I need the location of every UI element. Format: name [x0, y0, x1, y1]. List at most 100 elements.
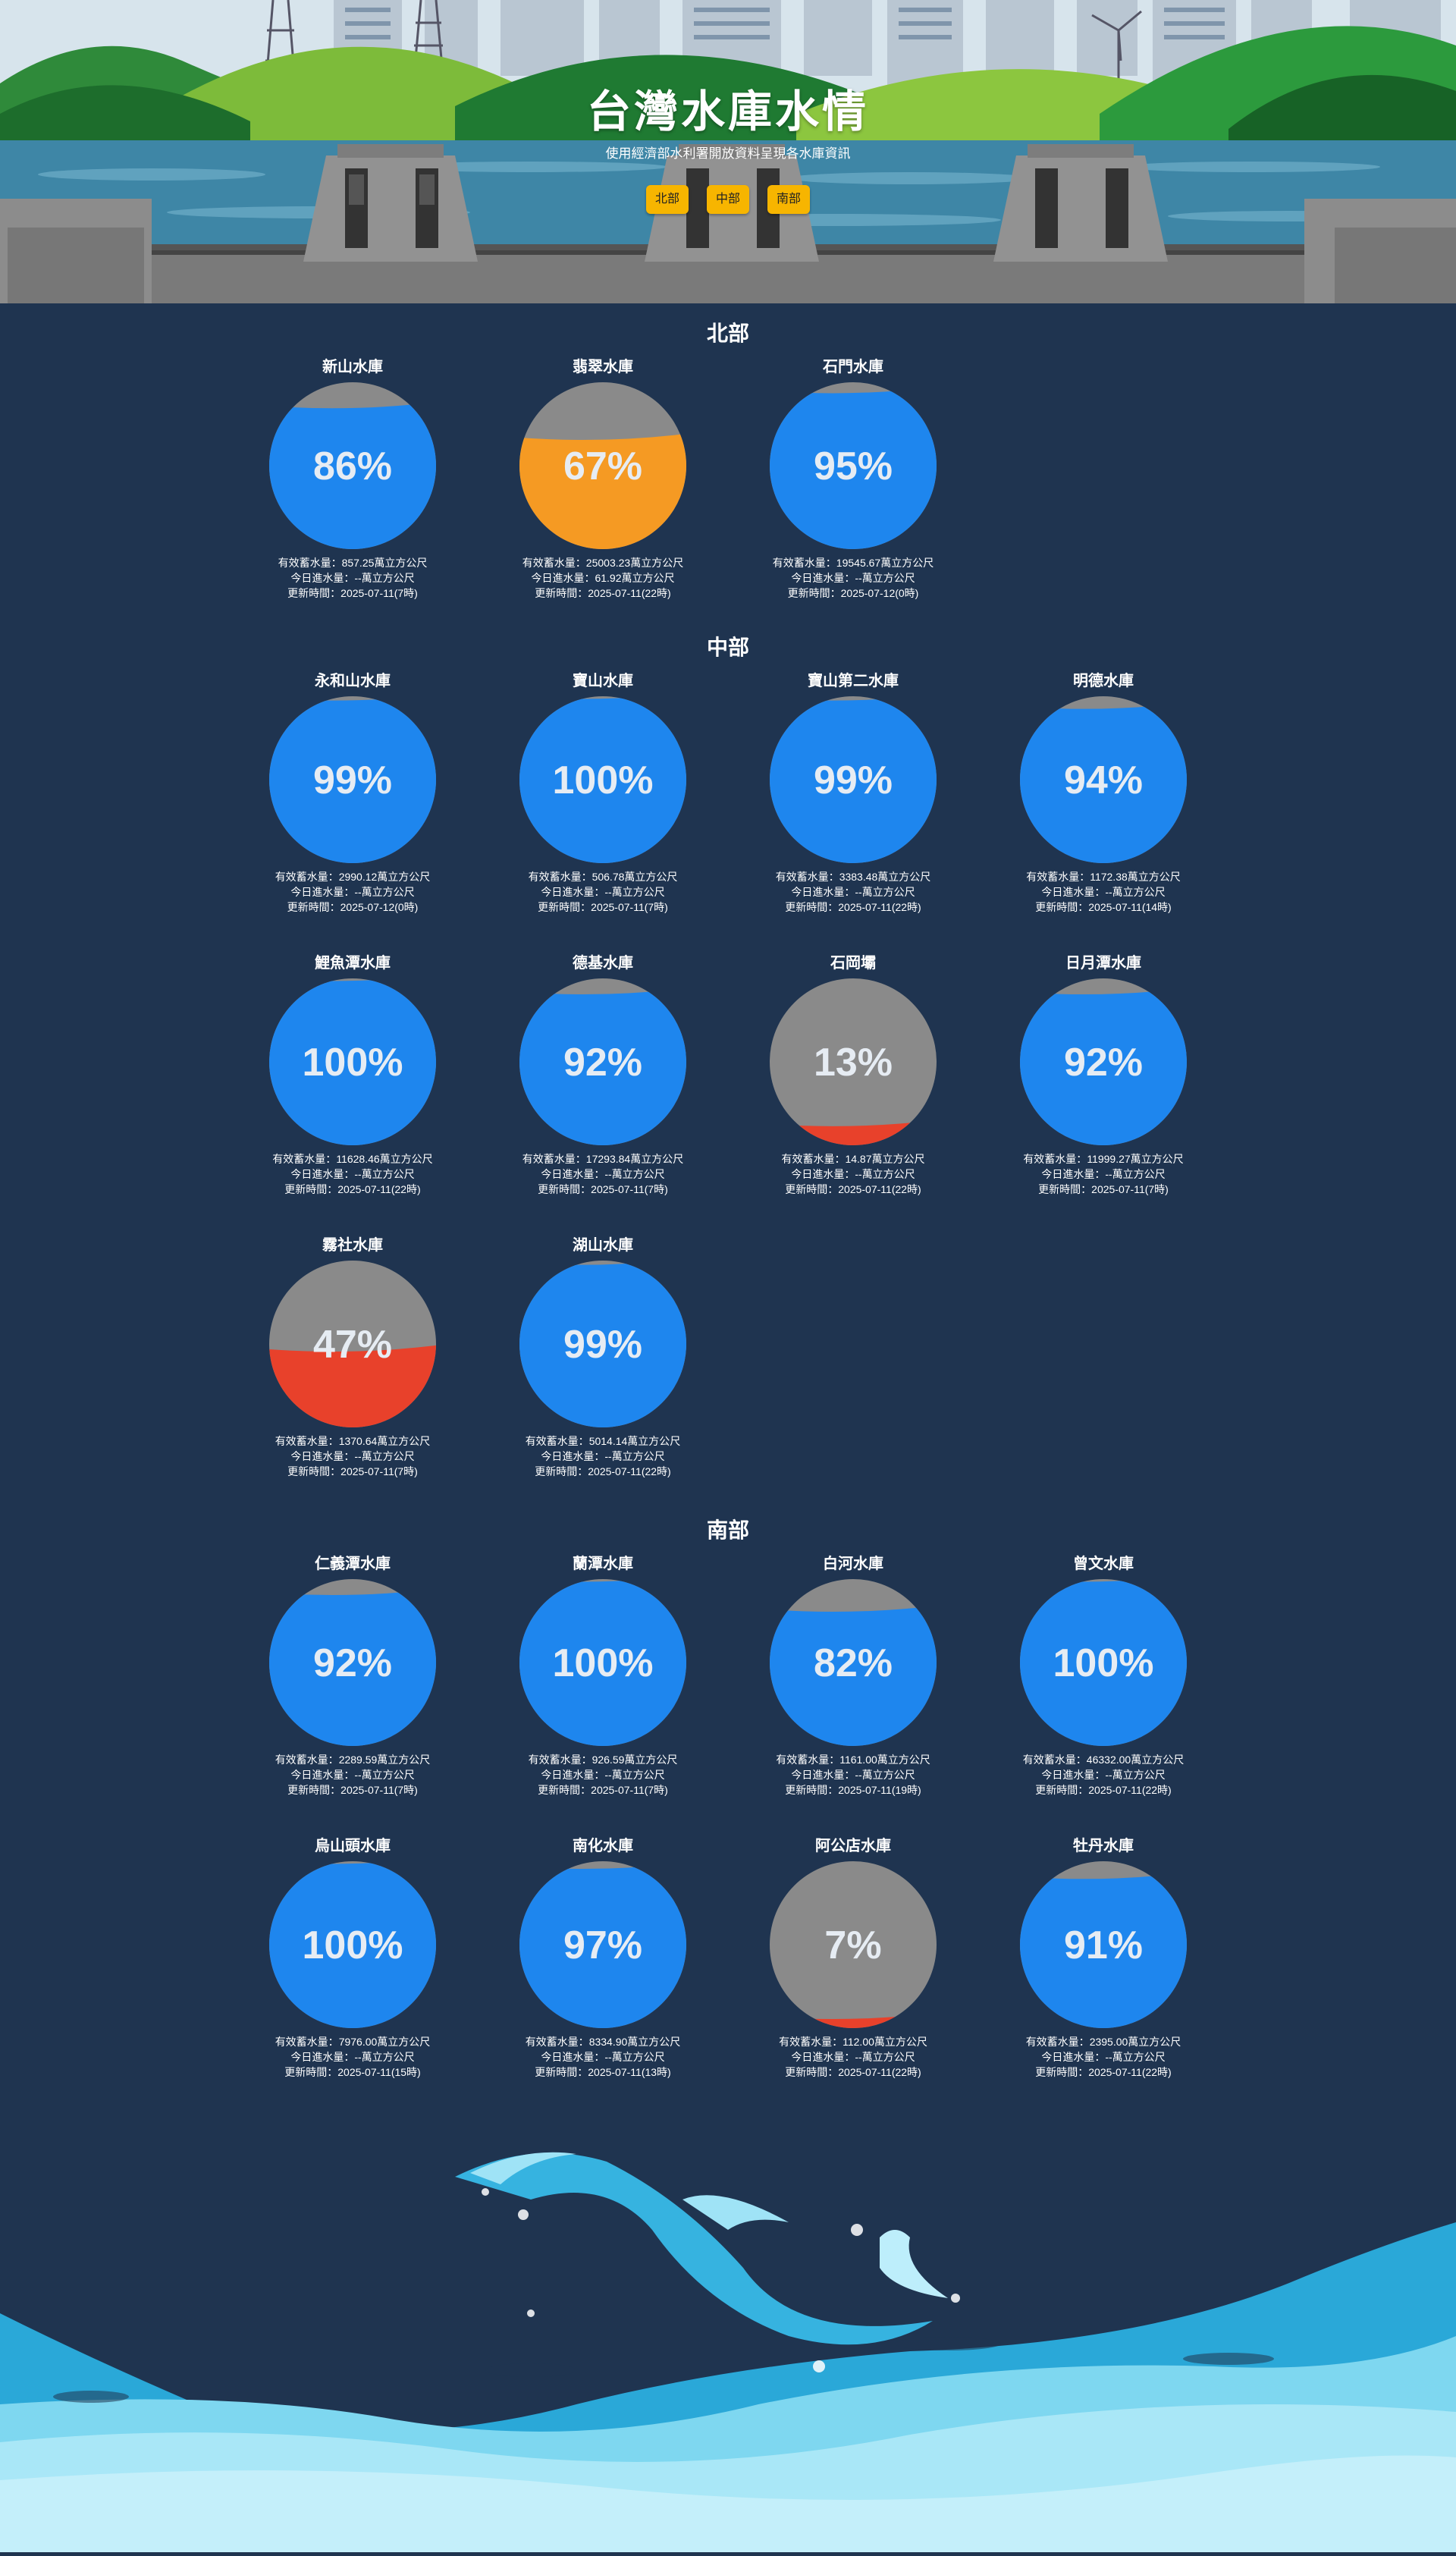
update-time-value: 2025-07-11(22時): [588, 1465, 671, 1477]
daily-inflow-label: 今日進水量：: [1041, 2051, 1106, 2063]
daily-inflow-label: 今日進水量：: [791, 572, 855, 584]
reservoir-info: 有效蓄水量：8334.90萬立方公尺 今日進水量：--萬立方公尺 更新時間：2025…: [474, 2034, 732, 2080]
daily-inflow-line: 今日進水量：--萬立方公尺: [474, 884, 732, 900]
site-subtitle: 使用經濟部水利署開放資料呈現各水庫資訊: [605, 146, 851, 161]
water-level-gauge: 67%: [519, 382, 686, 549]
daily-inflow-value: --萬立方公尺: [354, 1450, 415, 1462]
effective-storage-label: 有效蓄水量：: [1023, 1153, 1087, 1165]
water-fill: [519, 988, 686, 1145]
update-time-line: 更新時間：2025-07-12(0時): [724, 586, 982, 601]
update-time-line: 更新時間：2025-07-11(22時): [974, 2065, 1232, 2080]
reservoir-name: 阿公店水庫: [815, 1838, 891, 1854]
daily-inflow-value: --萬立方公尺: [855, 1769, 915, 1781]
effective-storage-value: 1172.38萬立方公尺: [1090, 871, 1181, 883]
reservoir-name: 烏山頭水庫: [315, 1838, 391, 1854]
water-fill: [269, 1861, 436, 2028]
effective-storage-value: 46332.00萬立方公尺: [1086, 1754, 1185, 1766]
update-time-label: 更新時間：: [538, 901, 592, 913]
daily-inflow-line: 今日進水量：--萬立方公尺: [224, 1449, 482, 1464]
nav-button-central[interactable]: 中部: [707, 185, 749, 214]
update-time-line: 更新時間：2025-07-11(7時): [224, 1464, 482, 1479]
effective-storage-label: 有效蓄水量：: [1026, 871, 1090, 883]
reservoir-card: 日月潭水庫 92% 有效蓄水量：11999.27萬立方公尺 今日進水量：--萬立方公尺…: [1005, 953, 1202, 1197]
reservoir-info: 有效蓄水量：19545.67萬立方公尺 今日進水量：--萬立方公尺 更新時間：202…: [724, 555, 982, 601]
water-level-percent: 67%: [563, 444, 642, 488]
reservoir-card: 永和山水庫 99% 有效蓄水量：2990.12萬立方公尺 今日進水量：--萬立方公尺更…: [254, 670, 451, 915]
daily-inflow-value: --萬立方公尺: [354, 1769, 415, 1781]
update-time-value: 2025-07-11(7時): [591, 1784, 668, 1796]
daily-inflow-line: 今日進水量：--萬立方公尺: [474, 2049, 732, 2065]
update-time-label: 更新時間：: [785, 901, 839, 913]
daily-inflow-value: --萬立方公尺: [354, 1168, 415, 1180]
daily-inflow-label: 今日進水量：: [541, 1450, 605, 1462]
daily-inflow-line: 今日進水量：--萬立方公尺: [974, 1767, 1232, 1782]
effective-storage-value: 112.00萬立方公尺: [843, 2036, 927, 2048]
update-time-value: 2025-07-11(7時): [1091, 1183, 1169, 1195]
reservoir-card: 烏山頭水庫 100% 有效蓄水量：7976.00萬立方公尺 今日進水量：--萬立方公尺…: [254, 1835, 451, 2080]
update-time-value: 2025-07-11(22時): [838, 1183, 921, 1195]
daily-inflow-value: --萬立方公尺: [604, 1450, 665, 1462]
effective-storage-line: 有效蓄水量：1161.00萬立方公尺: [724, 1752, 982, 1767]
effective-storage-label: 有效蓄水量：: [779, 2036, 843, 2048]
reservoir-name: 蘭潭水庫: [573, 1556, 633, 1572]
reservoir-card: 南化水庫 97% 有效蓄水量：8334.90萬立方公尺 今日進水量：--萬立方公尺 更新…: [504, 1835, 701, 2080]
update-time-value: 2025-07-11(7時): [340, 587, 418, 599]
water-fill: [269, 1588, 436, 1746]
effective-storage-value: 11999.27萬立方公尺: [1087, 1153, 1184, 1165]
reservoir-name: 寶山水庫: [573, 673, 633, 689]
daily-inflow-value: --萬立方公尺: [855, 1168, 915, 1180]
daily-inflow-value: --萬立方公尺: [604, 1168, 665, 1180]
water-fill: [269, 696, 436, 863]
water-level-percent: 94%: [1064, 758, 1143, 802]
reservoir-card: 明德水庫 94% 有效蓄水量：1172.38萬立方公尺 今日進水量：--萬立方公尺 更新…: [1005, 670, 1202, 915]
reservoir-info: 有效蓄水量：2990.12萬立方公尺 今日進水量：--萬立方公尺 更新時間：2025…: [224, 869, 482, 915]
update-time-value: 2025-07-11(22時): [838, 2066, 921, 2078]
water-level-gauge: 100%: [269, 1861, 436, 2028]
effective-storage-label: 有效蓄水量：: [775, 871, 839, 883]
water-level-percent: 95%: [814, 444, 893, 488]
water-fill: [269, 978, 436, 1145]
reservoir-name: 翡翠水庫: [573, 359, 633, 375]
water-level-gauge: 97%: [519, 1861, 686, 2028]
water-fill: [770, 696, 937, 863]
reservoir-card: 白河水庫 82% 有效蓄水量：1161.00萬立方公尺 今日進水量：--萬立方公尺 更新…: [755, 1553, 952, 1798]
update-time-label: 更新時間：: [287, 901, 340, 913]
daily-inflow-label: 今日進水量：: [290, 886, 355, 898]
reservoir-info: 有效蓄水量：112.00萬立方公尺 今日進水量：--萬立方公尺 更新時間：2025-…: [724, 2034, 982, 2080]
update-time-value: 2025-07-12(0時): [840, 587, 919, 599]
effective-storage-line: 有效蓄水量：11628.46萬立方公尺: [224, 1151, 482, 1167]
water-level-gauge: 13%: [770, 978, 937, 1145]
reservoir-name: 鯉魚潭水庫: [315, 955, 391, 972]
nav-button-south[interactable]: 南部: [767, 185, 810, 214]
water-fill: [519, 1579, 686, 1746]
update-time-line: 更新時間：2025-07-12(0時): [224, 900, 482, 915]
daily-inflow-line: 今日進水量：--萬立方公尺: [224, 1767, 482, 1782]
effective-storage-line: 有效蓄水量：1172.38萬立方公尺: [974, 869, 1232, 884]
effective-storage-value: 3383.48萬立方公尺: [839, 871, 931, 883]
daily-inflow-label: 今日進水量：: [541, 1168, 605, 1180]
effective-storage-value: 1161.00萬立方公尺: [839, 1754, 930, 1766]
daily-inflow-value: --萬立方公尺: [855, 886, 915, 898]
water-level-gauge: 95%: [770, 382, 937, 549]
region-title-north: 北部: [706, 322, 749, 345]
reservoir-info: 有效蓄水量：1172.38萬立方公尺 今日進水量：--萬立方公尺 更新時間：2025…: [974, 869, 1232, 915]
wave-illustration: [0, 2152, 1456, 2552]
reservoir-info: 有效蓄水量：7976.00萬立方公尺 今日進水量：--萬立方公尺 更新時間：2025…: [224, 2034, 482, 2080]
effective-storage-value: 506.78萬立方公尺: [592, 871, 678, 883]
water-level-percent: 99%: [313, 758, 392, 802]
daily-inflow-line: 今日進水量：--萬立方公尺: [224, 884, 482, 900]
update-time-value: 2025-07-11(22時): [838, 901, 921, 913]
update-time-line: 更新時間：2025-07-11(7時): [474, 1182, 732, 1197]
daily-inflow-line: 今日進水量：--萬立方公尺: [724, 570, 982, 586]
update-time-line: 更新時間：2025-07-11(14時): [974, 900, 1232, 915]
effective-storage-value: 857.25萬立方公尺: [341, 557, 428, 569]
water-level-percent: 47%: [313, 1323, 392, 1367]
region-title-south: 南部: [706, 1518, 749, 1542]
daily-inflow-value: --萬立方公尺: [855, 572, 915, 584]
reservoir-name: 白河水庫: [823, 1556, 883, 1572]
daily-inflow-label: 今日進水量：: [791, 1769, 855, 1781]
effective-storage-label: 有效蓄水量：: [275, 1435, 339, 1447]
header-banner: 台灣水庫水情 使用經濟部水利署開放資料呈現各水庫資訊 北部 中部 南部: [0, 0, 1456, 303]
daily-inflow-line: 今日進水量：--萬立方公尺: [724, 2049, 982, 2065]
nav-button-north[interactable]: 北部: [646, 185, 689, 214]
